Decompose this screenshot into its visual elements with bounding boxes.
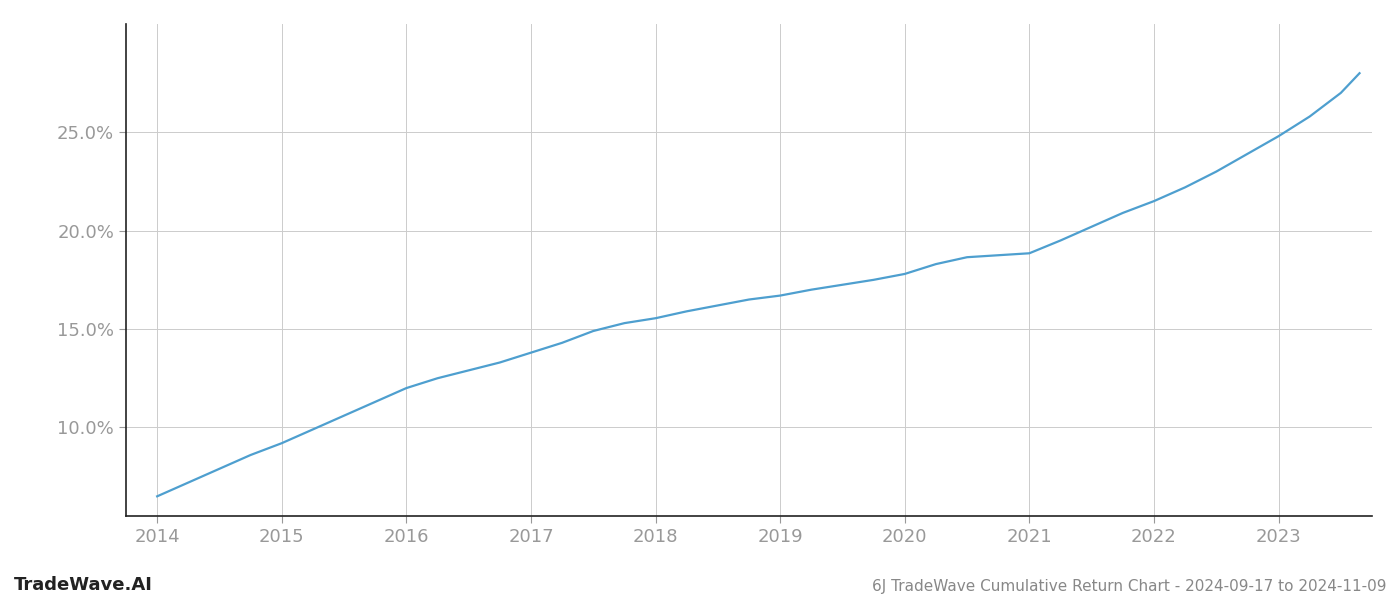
Text: TradeWave.AI: TradeWave.AI: [14, 576, 153, 594]
Text: 6J TradeWave Cumulative Return Chart - 2024-09-17 to 2024-11-09: 6J TradeWave Cumulative Return Chart - 2…: [871, 579, 1386, 594]
